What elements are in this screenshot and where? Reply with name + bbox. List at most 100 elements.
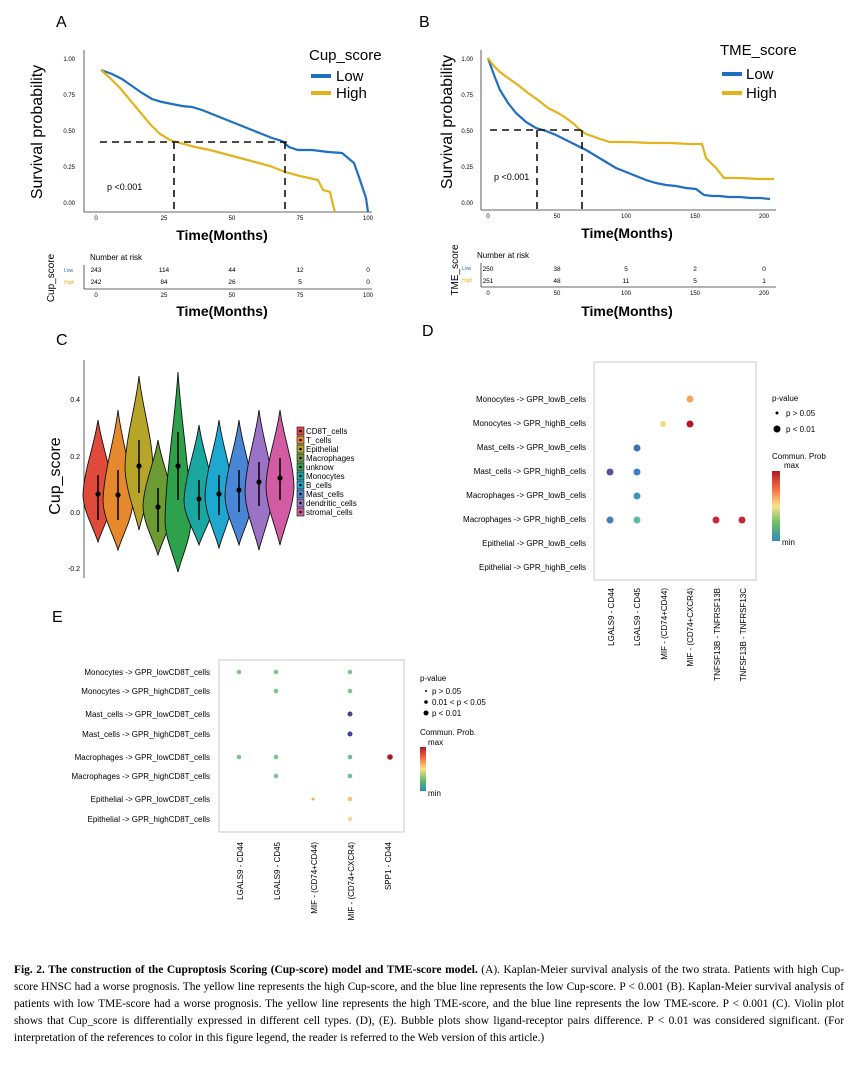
bubble-e-legend-large — [423, 710, 429, 716]
violin-legend-label: B_cells — [306, 481, 332, 490]
bubble-e-col-label: SPP1 - CD44 — [384, 841, 393, 890]
km-a-xticks: 0 25 50 75 100 — [94, 216, 373, 222]
risk-b-ylabel: TME_score — [450, 244, 461, 296]
km-a-ytick: 1.00 — [63, 57, 75, 63]
bubble-e-dot — [347, 796, 353, 802]
panel-d-label: D — [422, 323, 434, 340]
violin-legend: CD8T_cells T_cells Epithelial Macrophage… — [296, 426, 357, 517]
risk-a-xtick: 50 — [229, 293, 236, 299]
bubble-e-dot — [236, 669, 242, 675]
bubble-d-dot — [633, 492, 641, 500]
risk-b-xtick: 200 — [759, 291, 770, 297]
violin-legend-label: Epithelial — [306, 445, 339, 454]
violin-median-dot — [256, 479, 262, 485]
risk-b-high-cell: 11 — [623, 278, 630, 285]
km-b-ytick: 0.00 — [461, 201, 473, 207]
km-b-xtick: 50 — [554, 214, 561, 220]
bubble-e-row-label: Monocytes -> GPR_lowCD8T_cells — [84, 668, 210, 677]
km-b-xtick: 150 — [690, 214, 701, 220]
km-a-legend-low: Low — [336, 68, 364, 85]
bubble-e-legend-mid — [424, 700, 428, 704]
violin-legend-dot — [299, 429, 302, 433]
risk-a-high-cell: 242 — [91, 279, 102, 286]
bubble-d-legend-min: min — [782, 538, 795, 547]
km-b-legend-title: TME_score — [720, 42, 797, 59]
violin-ytick: 0.0 — [70, 510, 80, 517]
bubble-d-plot-area — [593, 361, 757, 581]
bubble-e-legend-small — [425, 690, 427, 692]
bubble-d-dot — [606, 516, 614, 524]
violin-median-dot — [136, 463, 142, 469]
km-b-legend-high: High — [746, 85, 777, 102]
risk-a-xtick: 75 — [297, 293, 304, 299]
risk-b-high-cell: 5 — [693, 278, 697, 285]
km-b-ytick: 0.75 — [461, 93, 473, 99]
bubble-e-dot — [273, 773, 279, 779]
risk-a-low-cell: 243 — [91, 267, 102, 274]
bubble-e-dot — [311, 797, 315, 801]
km-a-ytick: 0.75 — [63, 93, 75, 99]
violin-median-dot — [175, 463, 181, 469]
bubble-d-legend-max: max — [784, 461, 799, 470]
risk-b-xtick: 150 — [690, 291, 701, 297]
bubble-e-row-label: Mast_cells -> GPR_highCD8T_cells — [82, 730, 210, 739]
violin-median-dot — [236, 487, 242, 493]
risk-b-low-cell: 38 — [553, 266, 561, 273]
bubble-d-legend-p-title: p-value — [772, 394, 799, 403]
bubble-e-legend-p1: p > 0.05 — [432, 687, 462, 696]
bubble-e-row-label: Epithelial -> GPR_lowCD8T_cells — [91, 795, 210, 804]
bubble-e-row-label: Mast_cells -> GPR_lowCD8T_cells — [85, 710, 210, 719]
violin-median-dot — [277, 475, 283, 481]
risk-b-xtick: 50 — [554, 291, 561, 297]
bubble-d-dot — [660, 421, 666, 427]
bubble-e-dot — [236, 754, 242, 760]
risk-a-label-low: Low — [64, 268, 74, 274]
risk-a-high-cell: 26 — [228, 279, 236, 286]
bubble-d-col-label: TNFSF13B - TNFRSF13C — [739, 588, 748, 681]
km-b-ytick: 0.25 — [461, 165, 473, 171]
bubble-e-col-label: LGALS9 - CD44 — [236, 841, 245, 899]
risk-a-xtick: 100 — [363, 293, 374, 299]
km-b-ylabel: Survival probability — [439, 55, 456, 189]
bubble-d-row-label: Macrophages -> GPR_lowB_cells — [466, 491, 586, 500]
km-a-xlabel: Time(Months) — [176, 227, 268, 243]
bubble-e-dot — [273, 688, 279, 694]
bubble-d-legend-large — [773, 425, 781, 433]
panel-e-label: E — [52, 609, 63, 626]
violin-ytick: -0.2 — [68, 566, 80, 573]
violin-legend-dot — [299, 492, 302, 496]
bubble-d-row-label: Epithelial -> GPR_highB_cells — [479, 563, 586, 572]
violin-legend-label: CD8T_cells — [306, 427, 347, 436]
risk-a-xlabel: Time(Months) — [176, 303, 268, 319]
risk-b-low-cell: 250 — [483, 266, 494, 273]
km-a-ylabel: Survival probability — [29, 65, 46, 199]
bubble-d-row-label: Monocytes -> GPR_lowB_cells — [476, 395, 586, 404]
bubble-e-legend-p2: 0.01 < p < 0.05 — [432, 698, 486, 707]
bubble-e-dot — [273, 754, 279, 760]
caption-body: (A). Kaplan-Meier survival analysis of t… — [14, 964, 845, 1044]
km-a-xtick: 25 — [161, 216, 168, 222]
bubble-d-row-label: Epithelial -> GPR_lowB_cells — [482, 539, 586, 548]
km-a-ytick: 0.00 — [63, 201, 75, 207]
violin-legend-dot — [299, 465, 302, 469]
bubble-d-dot — [712, 516, 720, 524]
bubble-e-row-label: Macrophages -> GPR_highCD8T_cells — [71, 772, 210, 781]
risk-a-low-cell: 12 — [296, 267, 304, 274]
violin-ytick: 0.4 — [70, 397, 80, 404]
km-a-pvalue: p <0.001 — [107, 182, 142, 192]
bubble-d-colorbar — [772, 471, 780, 541]
bubble-e-legend-p3: p < 0.01 — [432, 709, 462, 718]
bubble-d-row-label: Macrophages -> GPR_highB_cells — [463, 515, 586, 524]
risk-a-high-cell: 84 — [160, 279, 168, 286]
km-a-legend-high: High — [336, 85, 367, 102]
risk-a-xtick: 0 — [94, 293, 98, 299]
km-a-xtick: 100 — [363, 216, 374, 222]
km-a-xtick: 50 — [229, 216, 236, 222]
bubble-d-col-label: LGALS9 - CD44 — [607, 587, 616, 645]
figure-caption: Fig. 2. The construction of the Cupropto… — [14, 962, 844, 1047]
bubble-d-dot — [633, 516, 641, 524]
km-a-ytick: 0.25 — [63, 165, 75, 171]
bubble-e-dot — [347, 754, 353, 760]
km-b-ytick: 1.00 — [461, 57, 473, 63]
violin-median-dot — [115, 492, 121, 498]
